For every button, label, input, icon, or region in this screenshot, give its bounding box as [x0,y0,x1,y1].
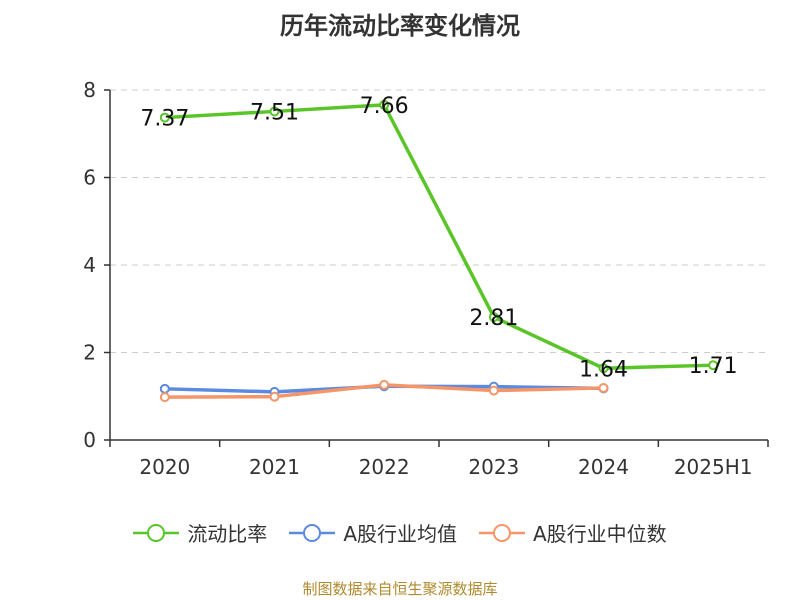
data-label: 7.37 [140,107,189,132]
data-point [159,383,170,394]
x-tick-label: 2020 [139,455,190,479]
legend-label: 流动比率 [187,522,268,546]
legend-item[interactable]: A股行业中位数 [479,518,667,547]
axis-layer: 0 2 4 6 8 2020 2021 2022 2023 2024 2025H1 [83,78,769,479]
legend-label: A股行业均值 [343,522,457,546]
legend-item[interactable]: 流动比率 [133,518,267,547]
chart-title: 历年流动比率变化情况 [280,12,520,40]
data-point [379,99,390,110]
legend-marker-icon [289,523,336,542]
data-point [379,379,390,390]
data-label-layer: 7.37 7.51 7.66 2.81 1.64 1.71 [140,94,737,382]
data-point [488,312,499,323]
legend-label: A股行业中位数 [533,522,667,546]
legend-item[interactable]: A股行业均值 [289,518,457,547]
series-layer [159,99,719,403]
data-label: 7.66 [360,94,409,119]
legend-marker-icon [133,523,180,542]
data-label: 1.71 [689,354,738,379]
x-tick-label: 2022 [359,455,410,479]
data-point [269,391,280,402]
data-point [159,392,170,403]
grid-layer [110,89,768,353]
data-point [159,112,170,123]
x-tick-label: 2021 [249,455,300,479]
legend-marker-icon [479,523,525,542]
y-tick-label: 0 [83,428,96,452]
y-tick-label: 2 [83,341,96,365]
series-line [164,103,714,370]
data-label: 1.64 [579,357,628,382]
data-label: 2.81 [469,306,518,331]
data-point [708,360,719,371]
data-point [598,382,609,393]
y-tick-label: 4 [83,253,96,277]
x-tick-label: 2025H1 [674,455,753,479]
x-tick-label: 2024 [578,455,629,479]
y-tick-label: 8 [83,78,96,102]
x-tick-label: 2023 [468,455,519,479]
data-point [598,363,609,374]
data-point [269,106,280,117]
y-tick-label: 6 [83,166,96,190]
source-note: 制图数据来自恒生聚源数据库 [302,580,498,598]
data-point [488,385,499,396]
legend: 流动比率 A股行业均值 A股行业中位数 [0,518,800,547]
data-label: 7.51 [250,100,299,125]
